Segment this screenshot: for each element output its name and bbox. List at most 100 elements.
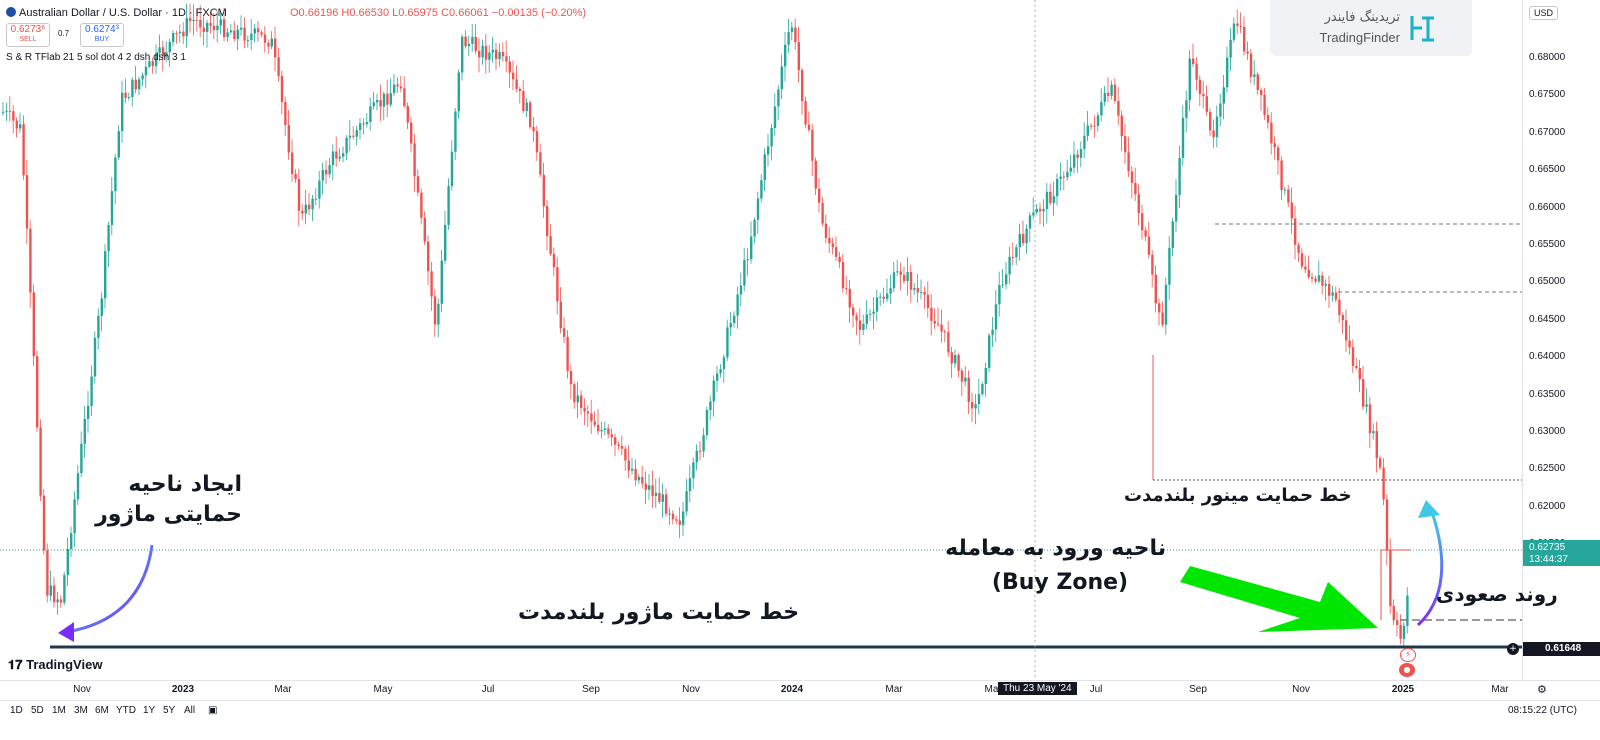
timeframe-button[interactable]: All: [184, 705, 196, 716]
axis-settings-icon[interactable]: ⚙: [1537, 683, 1547, 696]
candle-chart[interactable]: [0, 0, 1522, 680]
candle-body: [141, 75, 144, 80]
timeframe-button[interactable]: 3M: [74, 705, 88, 716]
candle-body: [688, 478, 692, 492]
candle-body: [984, 367, 987, 385]
candle-body: [495, 49, 498, 60]
candle-body: [726, 327, 729, 358]
sell-button[interactable]: 0.6273⁶ SELL: [6, 23, 50, 47]
candle-body: [954, 355, 957, 364]
price-axis[interactable]: USD 0.68000 0.67500 0.67000 0.66500 0.66000 0…: [1507, 0, 1600, 680]
candle-body: [498, 51, 501, 60]
candle-body: [950, 352, 953, 364]
candle-body: [46, 550, 49, 596]
candle-body: [549, 236, 552, 254]
tradingview-logo[interactable]: 𝟏𝟕 TradingView: [8, 657, 103, 672]
price-tick-label: 0.63500: [1529, 388, 1566, 400]
dividend-marker-icon[interactable]: ⚡: [1400, 648, 1416, 662]
candle-body: [529, 102, 532, 127]
candle-body: [1212, 130, 1215, 138]
candle-body: [189, 18, 192, 22]
candle-body: [1161, 312, 1164, 325]
candle-body: [148, 61, 151, 67]
candle-body: [161, 47, 165, 57]
candle-body: [396, 84, 399, 87]
candle-body: [355, 130, 358, 137]
buy-button[interactable]: 0.6274³ BUY: [80, 23, 124, 47]
candle-body: [393, 84, 396, 94]
candle-body: [83, 418, 86, 444]
candle-body: [56, 599, 59, 603]
timeframe-button[interactable]: 5Y: [163, 705, 176, 716]
candle-body: [603, 428, 607, 430]
candle-body: [1304, 266, 1307, 270]
candle-body: [923, 292, 926, 295]
timeframe-button[interactable]: 1D: [10, 705, 23, 716]
candle-body: [668, 513, 671, 515]
timeframe-button[interactable]: YTD: [116, 705, 136, 716]
spread-value: 0.7: [58, 29, 70, 38]
candle-body: [1277, 147, 1280, 161]
candle-body: [250, 33, 253, 41]
candle-body: [12, 111, 15, 121]
price-tick-label: 0.63000: [1529, 426, 1566, 437]
time-axis[interactable]: [0, 680, 1600, 701]
uptrend-arrow: [1416, 511, 1444, 627]
candle-body: [518, 88, 522, 92]
candle-body: [1008, 256, 1011, 275]
candle-body: [416, 176, 420, 193]
candle-body: [233, 30, 236, 40]
candle-body: [1270, 122, 1273, 144]
time-tick-label: Mar: [885, 684, 903, 695]
utc-clock[interactable]: 08:15:22 (UTC): [1508, 705, 1577, 716]
currency-button[interactable]: USD: [1529, 6, 1559, 20]
timeframe-button[interactable]: 1M: [52, 705, 66, 716]
candle-body: [304, 204, 307, 214]
candle-body: [209, 22, 212, 26]
candle-body: [1209, 111, 1212, 131]
price-settings-icon[interactable]: +: [1507, 643, 1519, 655]
candle-body: [5, 110, 8, 112]
candle-body: [1246, 51, 1249, 54]
symbol-title[interactable]: Australian Dollar / U.S. Dollar · 1D · F…: [6, 7, 227, 19]
candle-body: [835, 247, 838, 257]
candle-body: [1069, 167, 1072, 172]
candle-body: [1368, 404, 1372, 434]
time-tick-label: 2025: [1391, 684, 1415, 695]
tradingfinder-icon: [1410, 16, 1434, 42]
candle-body: [110, 191, 114, 225]
candle-body: [814, 160, 817, 189]
price-tick-label: 0.62000: [1529, 500, 1566, 512]
candle-body: [100, 298, 103, 316]
candle-body: [178, 31, 182, 34]
candle-body: [260, 32, 263, 35]
candle-body: [573, 384, 576, 403]
candle-body: [1100, 101, 1103, 116]
candle-body: [2, 111, 5, 113]
candle-body: [1124, 136, 1127, 153]
candle-body: [131, 79, 134, 98]
candle-body: [665, 494, 668, 514]
candle-body: [1236, 23, 1239, 26]
candle-body: [1402, 625, 1406, 639]
candle-body: [593, 421, 596, 425]
candle-body: [1273, 143, 1276, 148]
candle-body: [702, 435, 705, 452]
timeframe-button[interactable]: 1Y: [143, 705, 156, 716]
date-range-icon[interactable]: ▣: [208, 705, 218, 716]
timeframe-button[interactable]: 6M: [95, 705, 109, 716]
timeframe-button[interactable]: 5D: [31, 705, 44, 716]
candle-body: [1348, 340, 1351, 348]
candle-body: [773, 106, 777, 128]
us-flag-icon[interactable]: ●: [1399, 663, 1415, 677]
candle-body: [1158, 303, 1161, 313]
buy-zone-annotation: ناحیه ورود به معامله (Buy Zone): [945, 536, 1166, 595]
candle-body: [508, 61, 511, 73]
candle-body: [641, 476, 644, 484]
indicator-legend[interactable]: S & R TFlab 21 5 sol dot 4 2 dsh dsh 3 1: [6, 52, 186, 63]
candle-body: [1253, 74, 1256, 77]
major-zone-arrow: [65, 544, 154, 634]
logo-text-fa: تریدینگ فایندر: [1324, 10, 1400, 25]
candle-body: [1062, 176, 1066, 178]
